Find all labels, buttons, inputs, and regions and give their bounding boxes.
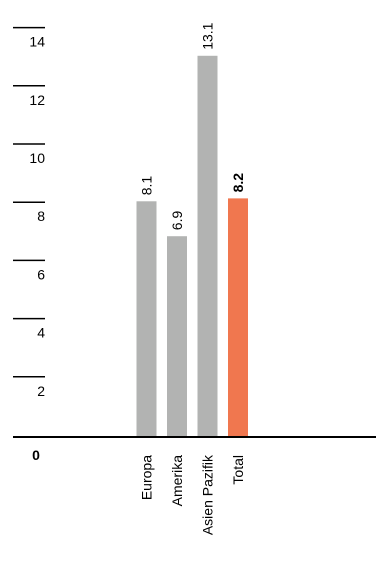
y-tick-label: 0 xyxy=(32,447,40,463)
category-label: Europa xyxy=(139,455,155,500)
category-label: Amerika xyxy=(169,455,185,507)
bar-amerika xyxy=(167,236,187,437)
value-label: 8.2 xyxy=(230,173,246,193)
y-tick-label: 4 xyxy=(37,325,45,341)
y-axis: 0 2 4 6 8 10 12 14 xyxy=(13,26,45,463)
value-label: 6.9 xyxy=(169,211,185,231)
y-tick-label: 10 xyxy=(29,150,45,166)
y-tick-label: 8 xyxy=(37,208,45,224)
category-label: Asien Pazifik xyxy=(200,454,216,535)
y-tick-label: 12 xyxy=(29,92,45,108)
value-labels: 8.1 6.9 13.1 8.2 xyxy=(139,22,247,230)
bar-total xyxy=(228,198,248,437)
value-label: 8.1 xyxy=(139,176,155,196)
bars xyxy=(136,55,248,437)
bar-europa xyxy=(136,201,157,437)
y-tick-label: 2 xyxy=(37,383,45,399)
y-tick-label: 14 xyxy=(29,34,45,50)
category-label: Total xyxy=(230,455,246,485)
value-label: 13.1 xyxy=(200,22,216,49)
y-tick-label: 6 xyxy=(37,266,45,282)
x-axis-labels: Europa Amerika Asien Pazifik Total xyxy=(139,454,247,535)
bar-asien-pazifik xyxy=(197,55,218,437)
